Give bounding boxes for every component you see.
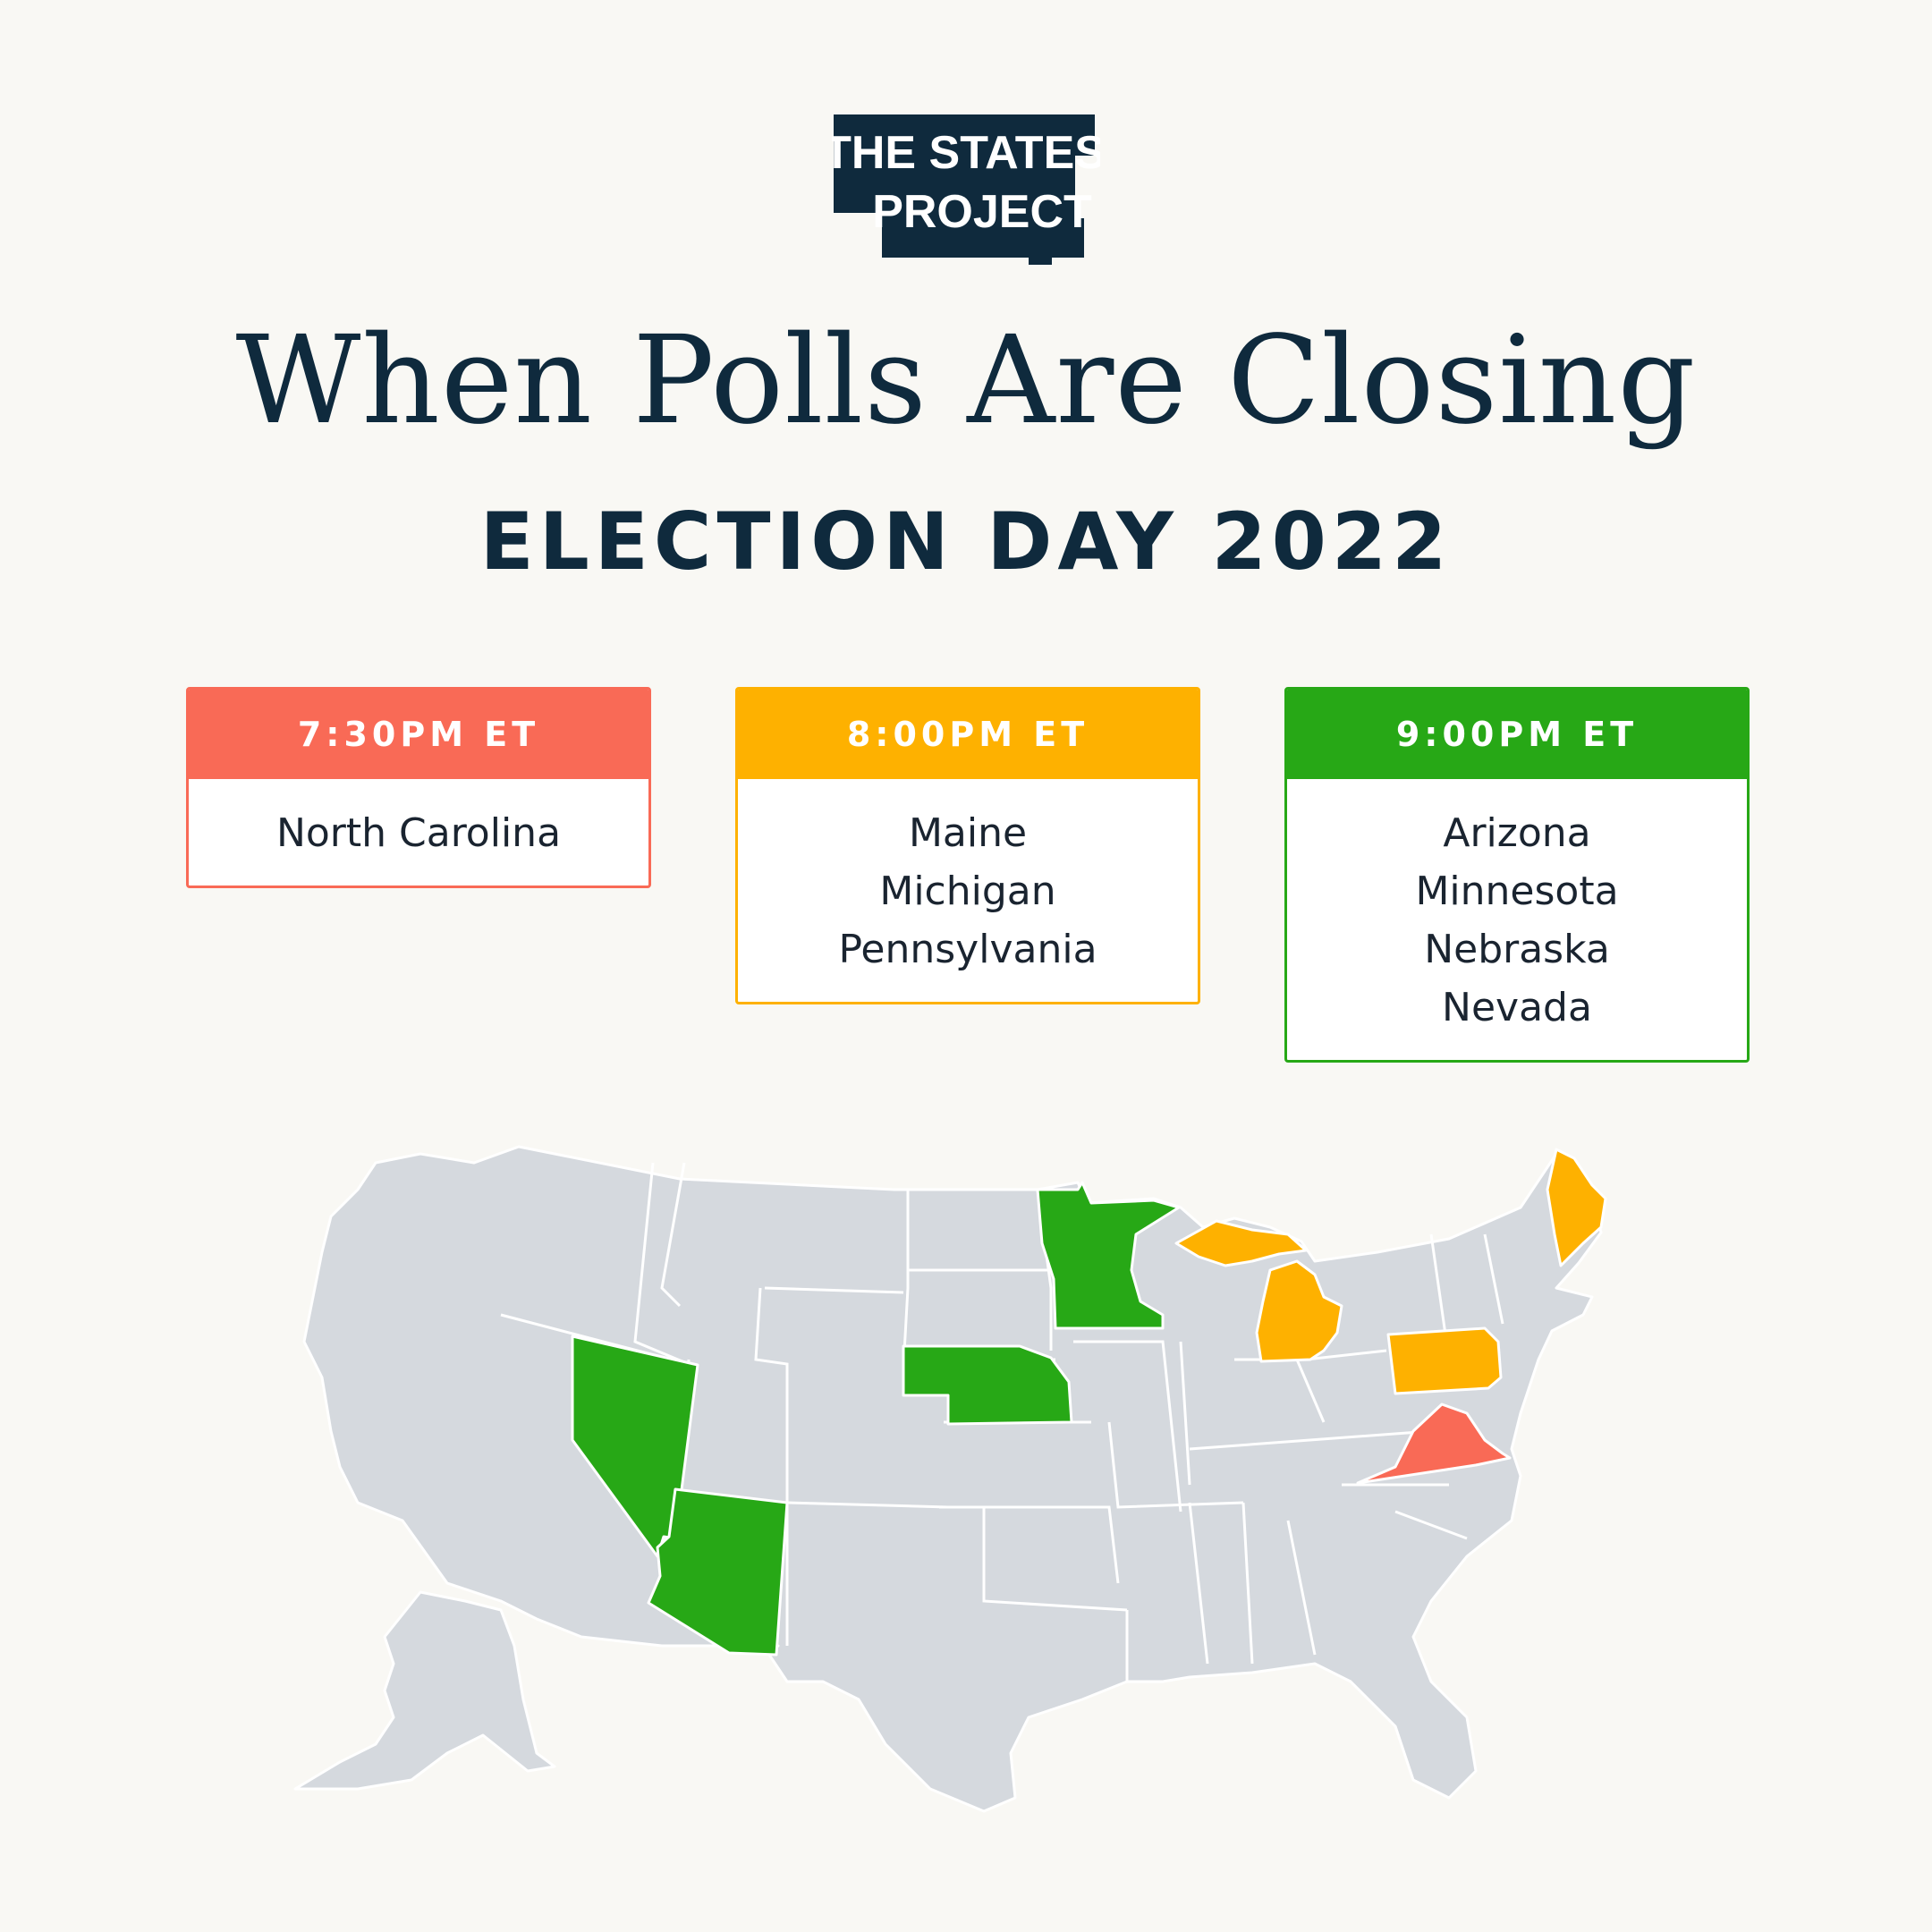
arizona — [647, 1487, 789, 1657]
state-name: Nebraska — [1424, 927, 1610, 972]
michigan-lower — [1255, 1259, 1343, 1363]
michigan-upper — [1174, 1219, 1308, 1267]
card-state-list: North Carolina — [189, 779, 648, 886]
virginia — [1356, 1402, 1512, 1485]
logo-line-2: PROJECT — [872, 186, 1092, 238]
state-name: Nevada — [1442, 985, 1592, 1030]
us-map — [179, 1127, 1699, 1843]
poll-closing-card-730pm: 7:30PM ET North Carolina — [186, 687, 651, 888]
page-subtitle: ELECTION DAY 2022 — [479, 496, 1453, 588]
card-time-header: 7:30PM ET — [189, 690, 648, 779]
page-title: When Polls Are Closing — [235, 310, 1697, 452]
card-state-list: Maine Michigan Pennsylvania — [738, 779, 1198, 1002]
minnesota — [1036, 1181, 1181, 1330]
state-name: Minnesota — [1415, 869, 1619, 914]
nebraska — [902, 1344, 1073, 1426]
alaska — [293, 1590, 556, 1791]
maine — [1546, 1148, 1607, 1267]
state-name: Pennsylvania — [838, 927, 1097, 972]
highlighted-states — [571, 1148, 1607, 1657]
poll-closing-card-900pm: 9:00PM ET Arizona Minnesota Nebraska Nev… — [1284, 687, 1750, 1063]
nevada — [571, 1335, 699, 1558]
card-state-list: Arizona Minnesota Nebraska Nevada — [1287, 779, 1747, 1060]
state-name: Arizona — [1443, 810, 1591, 856]
state-name: Michigan — [879, 869, 1056, 914]
the-states-project-logo: THE STATES PROJECT — [832, 113, 1100, 265]
state-name: North Carolina — [275, 810, 562, 856]
state-name: Maine — [908, 810, 1028, 856]
card-time-header: 8:00PM ET — [738, 690, 1198, 779]
us-map-svg — [293, 1145, 1607, 1813]
card-time-header: 9:00PM ET — [1287, 690, 1747, 779]
poll-closing-card-800pm: 8:00PM ET Maine Michigan Pennsylvania — [735, 687, 1200, 1004]
logo-line-1: THE STATES — [832, 127, 1100, 179]
pennsylvania — [1386, 1326, 1503, 1395]
